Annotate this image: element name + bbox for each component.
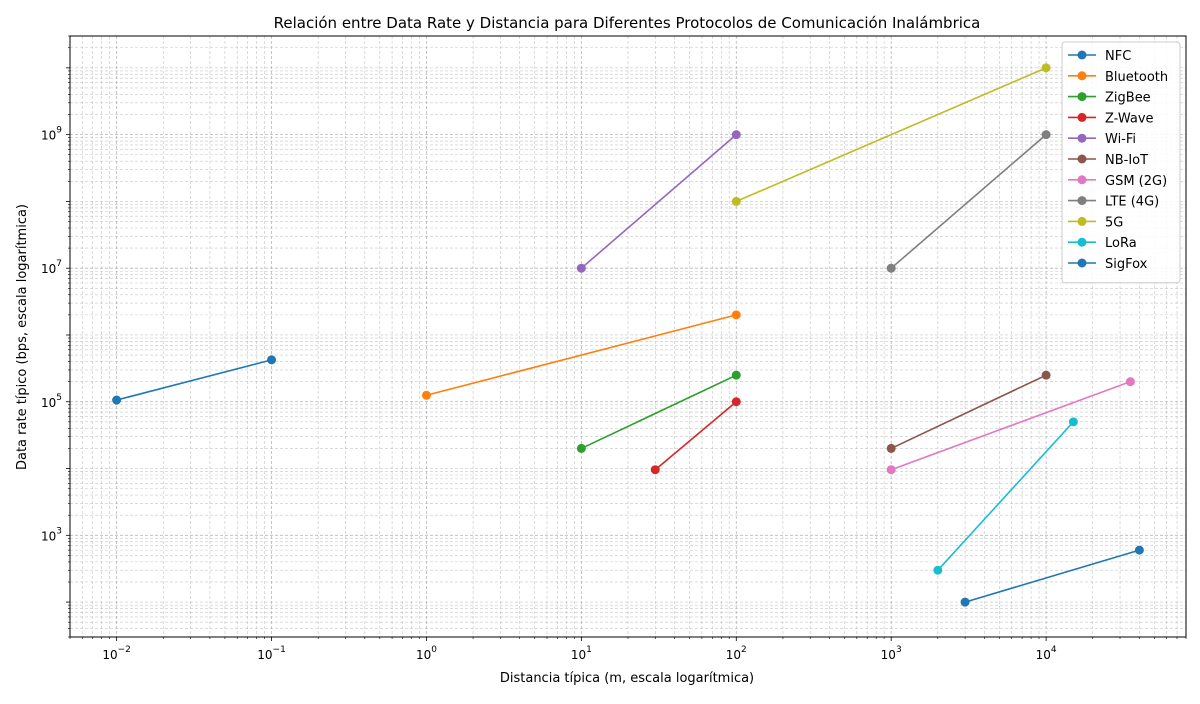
data-point [267, 355, 277, 365]
data-point [576, 263, 586, 273]
data-point [1041, 130, 1051, 140]
legend-label: LoRa [1105, 236, 1137, 251]
legend-item: SigFox [1068, 257, 1148, 272]
series-lora [933, 417, 1078, 575]
legend-label: LTE (4G) [1105, 195, 1159, 210]
legend-marker [1077, 154, 1087, 164]
legend-label: GSM (2G) [1105, 174, 1167, 189]
series-line [426, 314, 737, 397]
legend-label: 5G [1105, 215, 1123, 230]
grid [69, 35, 1187, 638]
series-line [890, 380, 1131, 471]
data-point [1068, 417, 1078, 427]
data-point [1041, 63, 1051, 73]
legend-marker [1077, 258, 1087, 268]
legend-label: NB-IoT [1105, 153, 1148, 168]
data-point [650, 465, 660, 475]
series-line [890, 134, 1047, 269]
series-gsm-2g [886, 377, 1135, 475]
data-point [112, 395, 122, 405]
legend-item: NFC [1068, 49, 1131, 64]
data-point [731, 310, 741, 320]
series-line [654, 401, 737, 471]
data-point [886, 263, 896, 273]
series-bluetooth [421, 310, 741, 400]
legend-marker [1077, 237, 1087, 247]
data-point [731, 130, 741, 140]
data-point [1041, 370, 1051, 380]
legend-item: Wi-Fi [1068, 132, 1136, 147]
data-point [933, 565, 943, 575]
series-zigbee [576, 370, 741, 453]
series-nfc [112, 355, 277, 405]
x-tick-label: 104 [1036, 645, 1057, 662]
legend-label: Z-Wave [1105, 111, 1154, 126]
legend-item: LTE (4G) [1068, 195, 1159, 210]
x-tick-label: 10−1 [257, 645, 286, 662]
x-tick-label: 102 [726, 645, 747, 662]
y-tick-label: 105 [41, 393, 62, 410]
legend-item: LoRa [1068, 236, 1137, 251]
series-nb-iot [886, 370, 1051, 453]
x-axis-label: Distancia típica (m, escala logarítmica) [500, 671, 754, 686]
legend-item: 5G [1068, 215, 1123, 230]
series-line [116, 359, 272, 401]
legend-marker [1077, 92, 1087, 102]
data-point [1125, 377, 1135, 387]
series-layer [112, 63, 1144, 607]
legend-marker [1077, 71, 1087, 81]
data-point [1134, 545, 1144, 555]
legend-marker [1077, 133, 1087, 143]
series-line [581, 374, 737, 450]
series-line [964, 549, 1140, 603]
data-point [960, 597, 970, 607]
legend-item: Z-Wave [1068, 111, 1154, 126]
legend-box [1061, 41, 1181, 284]
series-line [735, 67, 1047, 203]
legend-label: SigFox [1105, 257, 1148, 272]
legend-label: ZigBee [1105, 91, 1151, 106]
data-point [731, 397, 741, 407]
y-tick-label: 107 [41, 259, 62, 276]
data-point [731, 196, 741, 206]
series-lte-4g [886, 130, 1051, 273]
legend-item: ZigBee [1068, 91, 1151, 106]
legend-label: Wi-Fi [1105, 132, 1136, 147]
y-axis-label: Data rate típico (bps, escala logarítmic… [15, 204, 30, 470]
series-wi-fi [576, 130, 741, 273]
legend-marker [1077, 216, 1087, 226]
chart-title: Relación entre Data Rate y Distancia par… [274, 14, 981, 32]
legend-marker [1077, 112, 1087, 122]
data-point [421, 390, 431, 400]
series-line [890, 374, 1047, 450]
legend-item: GSM (2G) [1068, 174, 1167, 189]
y-tick-label: 109 [41, 126, 62, 143]
legend-item: NB-IoT [1068, 153, 1148, 168]
series-z-wave [650, 397, 741, 475]
series-5g [731, 63, 1051, 206]
data-point [886, 465, 896, 475]
y-tick-label: 103 [41, 526, 62, 543]
legend-marker [1077, 50, 1087, 60]
x-tick-label: 100 [416, 645, 437, 662]
x-tick-label: 10−2 [102, 645, 131, 662]
data-point [731, 370, 741, 380]
x-tick-label: 103 [881, 645, 902, 662]
series-line [937, 421, 1074, 571]
series-line [580, 134, 737, 269]
axis-ticks: 10−2 10−1 100 101 102 103 104 103 105 107 109 [41, 35, 1187, 662]
legend-label: Bluetooth [1105, 70, 1168, 85]
legend-marker [1077, 175, 1087, 185]
series-sigfox [960, 545, 1144, 607]
legend: NFC Bluetooth ZigBee Z-Wave Wi-Fi NB-IoT GSM (… [1061, 41, 1181, 284]
legend-item: Bluetooth [1068, 70, 1168, 85]
data-point [886, 443, 896, 453]
data-point [576, 443, 586, 453]
legend-label: NFC [1105, 49, 1131, 64]
x-tick-label: 101 [571, 645, 592, 662]
legend-marker [1077, 196, 1087, 206]
